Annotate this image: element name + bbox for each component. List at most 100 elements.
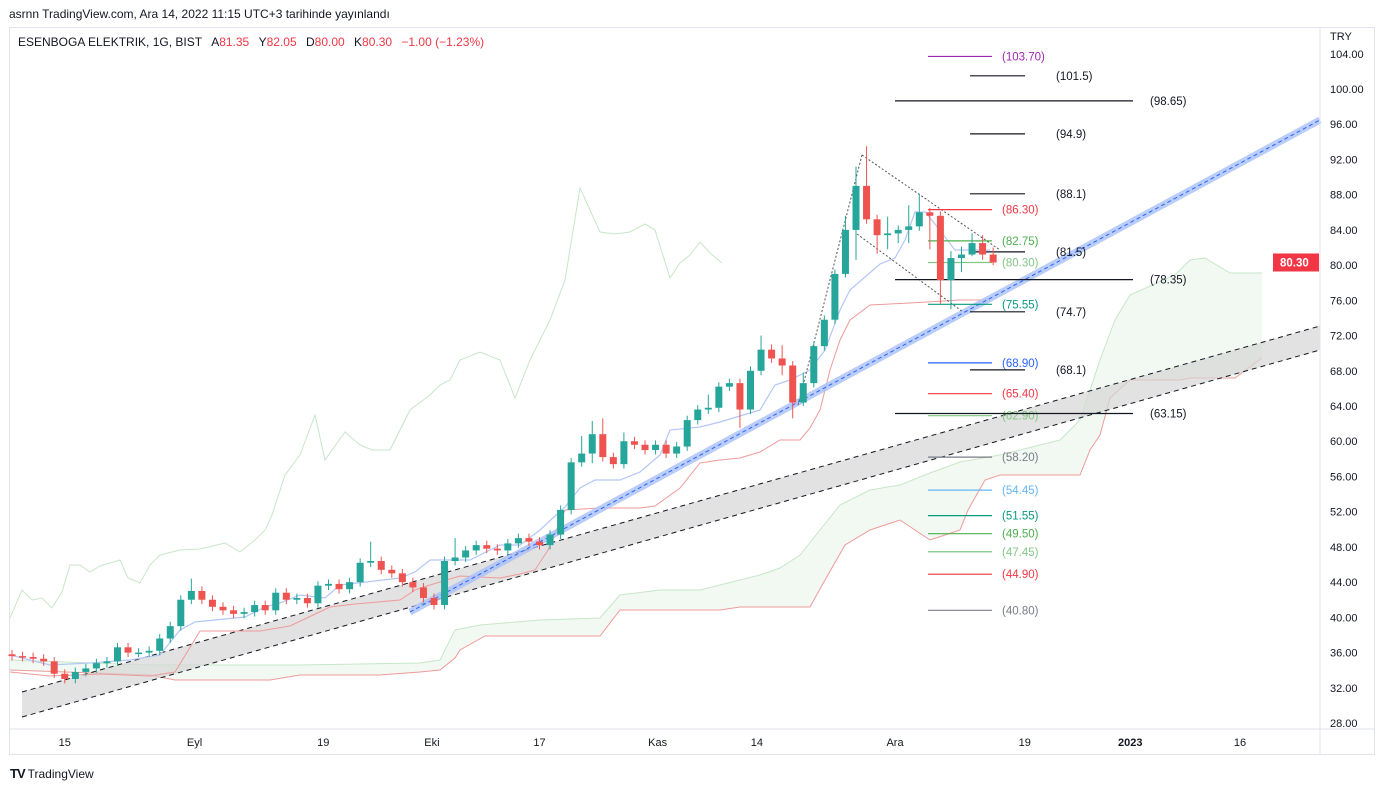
level-label: (98.65): [1150, 96, 1187, 108]
time-axis[interactable]: 15 Eyl 19 Eki 17 Kas 14 Ara 19 2023 16: [59, 737, 1247, 749]
brand-name: TradingView: [27, 766, 94, 781]
candle-body: [462, 550, 470, 558]
level-label: (51.55): [1002, 511, 1039, 523]
price-tick-label: 28.00: [1330, 718, 1358, 730]
price-tick-label: 48.00: [1330, 542, 1358, 554]
candle-body: [852, 185, 860, 230]
candle-body: [831, 273, 839, 320]
leading-span-b-line: [9, 357, 1263, 681]
level-label: (81.5): [1056, 247, 1086, 259]
candle-body: [768, 349, 776, 359]
price-tick-label: 92.00: [1330, 154, 1358, 166]
level-label: (40.80): [1002, 605, 1039, 617]
candle-body: [493, 548, 501, 551]
candle-body: [652, 444, 660, 451]
candle-body: [673, 446, 681, 454]
candle-body: [936, 215, 944, 281]
pattern-lower-line[interactable]: [856, 233, 964, 313]
level-label: (68.1): [1056, 365, 1086, 377]
pattern-upper-line[interactable]: [861, 154, 1001, 251]
price-tick-label: 88.00: [1330, 190, 1358, 202]
candle-body: [641, 444, 649, 451]
candle-body: [314, 585, 322, 604]
price-axis[interactable]: 104.00 100.00 96.00 92.00 88.00 84.00 80.00 76.…: [1330, 49, 1364, 730]
base-line: [9, 299, 990, 677]
candle-body: [19, 656, 27, 658]
symbol-name[interactable]: ESENBOGA ELEKTRIK, 1G, BIST: [18, 35, 202, 49]
close-value: 80.30: [362, 35, 393, 49]
candle-body: [757, 349, 765, 371]
time-tick-label: Kas: [648, 737, 667, 749]
candle-body: [662, 444, 670, 454]
candle-body: [894, 229, 902, 234]
time-tick-label: Ara: [886, 737, 904, 749]
candle-body: [293, 597, 301, 600]
tradingview-logo[interactable]: TV TradingView: [10, 766, 94, 781]
candle-body: [50, 661, 58, 674]
candle-body: [725, 383, 733, 387]
price-tick-label: 36.00: [1330, 648, 1358, 660]
lagging-span-line: [9, 186, 723, 619]
candle-body: [609, 457, 617, 465]
candle-body: [103, 661, 111, 664]
candle-body: [356, 562, 364, 583]
candle-body: [841, 229, 849, 274]
candle-body: [377, 561, 385, 570]
candle-body: [873, 219, 881, 236]
candle-body: [778, 358, 786, 366]
level-label: (63.15): [1150, 409, 1187, 421]
candle-body: [810, 346, 818, 384]
candle-body: [747, 370, 754, 410]
time-tick-label: 19: [1019, 737, 1031, 749]
candle-body: [135, 652, 143, 655]
candle-body: [979, 243, 987, 255]
blue-trend-line[interactable]: [409, 119, 1321, 613]
candle-body: [177, 599, 185, 627]
pattern-rise-line[interactable]: [797, 154, 863, 406]
candle-body: [282, 592, 290, 600]
candle-body: [704, 407, 712, 410]
candle-body: [29, 656, 37, 659]
candle-body: [240, 612, 248, 614]
level-label: (80.30): [1002, 257, 1039, 269]
ichimoku-cloud: [10, 258, 1262, 680]
trend-channel-band: [22, 326, 1320, 717]
candle-body: [567, 462, 575, 510]
change-value: −1.00 (−1.23%): [401, 35, 485, 49]
level-label: (65.40): [1002, 389, 1039, 401]
low-label: D: [305, 35, 315, 49]
level-label: (49.50): [1002, 529, 1039, 541]
chart-frame[interactable]: [9, 27, 1375, 755]
time-tick-label: 17: [533, 737, 545, 749]
candle-body: [114, 647, 121, 662]
open-value: 81.35: [219, 35, 250, 49]
candle-body: [947, 258, 955, 281]
candle-body: [536, 541, 543, 546]
candle-body: [272, 592, 280, 611]
fibonacci-levels: (103.70) (86.30) (82.75) (80.30) (75.55) (68.…: [895, 51, 1187, 617]
candle-body: [863, 185, 871, 220]
price-tick-label: 72.00: [1330, 331, 1358, 343]
candle-body: [789, 365, 797, 403]
time-tick-label: Eyl: [187, 737, 202, 749]
candle-body: [630, 441, 638, 445]
currency-label: TRY: [1330, 31, 1352, 43]
candle-body: [514, 538, 522, 544]
candle-body: [820, 319, 828, 347]
candle-body: [968, 243, 976, 255]
high-value: 82.05: [266, 35, 297, 49]
last-price-tag-bg: [1273, 253, 1319, 272]
time-tick-label: 14: [751, 737, 763, 749]
time-tick-label: 15: [59, 737, 71, 749]
level-label: (86.30): [1002, 205, 1039, 217]
candle-body: [198, 590, 206, 600]
price-tick-label: 76.00: [1330, 295, 1358, 307]
level-label: (58.20): [1002, 452, 1039, 464]
price-tick-label: 44.00: [1330, 577, 1358, 589]
candle-body: [124, 647, 132, 653]
level-label: (47.45): [1002, 547, 1039, 559]
candle-body: [599, 434, 607, 458]
candles: [8, 146, 997, 684]
candle-body: [303, 597, 311, 604]
